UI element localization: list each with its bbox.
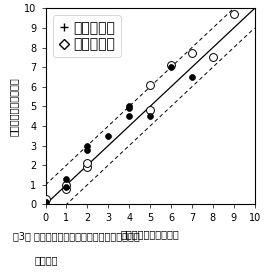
Point xyxy=(85,161,90,165)
Point xyxy=(148,114,152,118)
Text: との比較: との比較 xyxy=(35,255,58,265)
Point xyxy=(64,185,69,189)
Point xyxy=(127,104,131,109)
Point xyxy=(85,147,90,152)
Point xyxy=(169,65,173,69)
Point xyxy=(148,108,152,113)
Point xyxy=(127,114,131,118)
Point xyxy=(190,51,194,56)
Text: 嘦3． 葉色による相対出穂日の予測値と実測値: 嘦3． 葉色による相対出穂日の予測値と実測値 xyxy=(13,231,140,241)
Point xyxy=(232,12,236,17)
Point xyxy=(85,143,90,148)
Point xyxy=(64,177,69,181)
Y-axis label: 相対出穂日（予測値）: 相対出穂日（予測値） xyxy=(9,77,19,136)
Point xyxy=(85,165,90,169)
Point xyxy=(43,196,48,201)
Legend: コシヒカリ, どんとこい: コシヒカリ, どんとこい xyxy=(53,15,121,57)
X-axis label: 相対出穂日（実測値）: 相対出穂日（実測値） xyxy=(121,229,180,239)
Point xyxy=(190,75,194,79)
Point xyxy=(64,186,69,191)
Point xyxy=(211,55,215,60)
Point xyxy=(106,134,110,138)
Point xyxy=(64,183,69,187)
Point xyxy=(148,83,152,87)
Point xyxy=(127,106,131,111)
Point xyxy=(43,200,48,205)
Point xyxy=(169,63,173,67)
